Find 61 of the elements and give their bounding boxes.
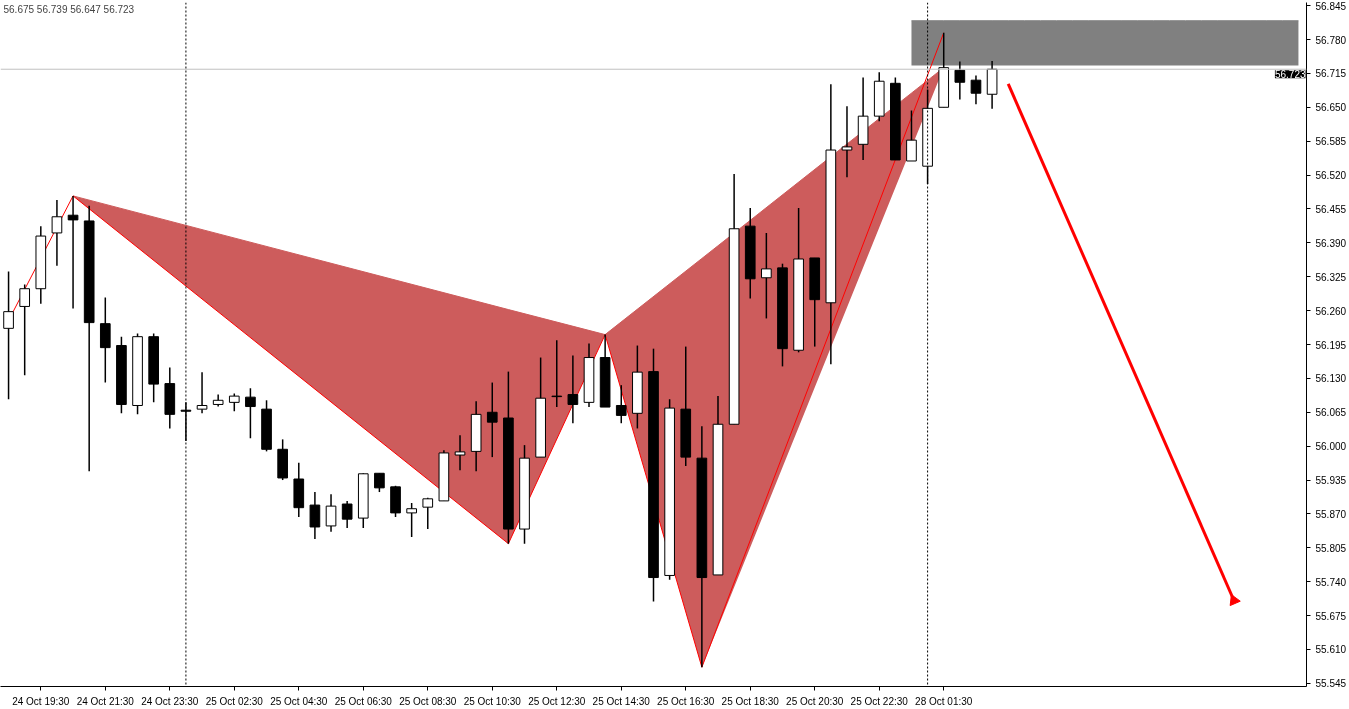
y-tick-label: 56.000: [1315, 441, 1347, 453]
y-tick-label: 56.520: [1315, 170, 1347, 182]
candlestick: [551, 339, 563, 408]
x-tick-label: 25 Oct 10:30: [463, 695, 522, 707]
annotation: 56.675 56.739 56.647 56.723: [3, 3, 135, 15]
y-tick-label: 55.805: [1315, 542, 1347, 554]
candlestick: [454, 434, 466, 471]
x-tick-label: 24 Oct 19:30: [12, 695, 70, 707]
x-tick-label: 25 Oct 04:30: [270, 695, 328, 707]
y-tick-label: 56.715: [1315, 68, 1347, 80]
x-tick-label: 28 Oct 01:30: [915, 695, 973, 707]
y-tick-label: 55.740: [1315, 576, 1347, 588]
x-tick-label: 24 Oct 21:30: [76, 695, 135, 707]
candlestick: [406, 502, 417, 538]
candlestick: [99, 296, 111, 384]
candlestick: [761, 232, 772, 320]
candlestick: [954, 60, 966, 101]
candlestick: [19, 283, 31, 377]
x-tick-label: 25 Oct 16:30: [657, 695, 715, 707]
y-tick-label: 55.675: [1315, 610, 1347, 622]
x-tick-label: 24 Oct 23:30: [141, 695, 199, 707]
y-tick-label: 56.650: [1315, 102, 1347, 114]
candlestick: [567, 354, 579, 424]
y-tick-label: 55.545: [1315, 678, 1347, 690]
x-tick-label: 25 Oct 14:30: [592, 695, 651, 707]
candlestick: [341, 500, 353, 529]
x-tick-label: 25 Oct 08:30: [399, 695, 457, 707]
y-tick-label: 56.065: [1315, 407, 1347, 419]
y-tick-label: 55.870: [1315, 508, 1347, 520]
candlestick: [3, 270, 14, 400]
y-tick-label: 56.845: [1315, 0, 1347, 12]
x-tick-label: 25 Oct 12:30: [528, 695, 586, 707]
x-tick-label: 25 Oct 22:30: [850, 695, 909, 707]
candlestick: [325, 493, 337, 533]
candlestick: [67, 195, 79, 310]
y-tick-label: 55.610: [1315, 644, 1347, 656]
y-tick-label: 56.325: [1315, 271, 1347, 283]
x-tick-label: 25 Oct 02:30: [205, 695, 264, 707]
y-tick-label: 56.780: [1315, 34, 1347, 46]
candlestick: [615, 384, 627, 424]
x-tick-label: 25 Oct 18:30: [721, 695, 780, 707]
y-tick-label: 56.130: [1315, 373, 1347, 385]
y-tick-label: 56.455: [1315, 203, 1347, 215]
y-tick-label: 56.585: [1315, 136, 1347, 148]
y-tick-label: 55.935: [1315, 475, 1347, 487]
x-tick-label: 25 Oct 06:30: [334, 695, 393, 707]
ref-line-label: 56.723: [1274, 69, 1306, 81]
candlestick: [245, 387, 256, 440]
candlestick: [374, 472, 385, 493]
candlestick: [841, 105, 853, 178]
candlestick: [196, 371, 208, 415]
candlestick: [486, 381, 498, 458]
candlestick: [970, 74, 982, 105]
y-tick-label: 56.195: [1315, 339, 1347, 351]
candlestick: [906, 109, 917, 162]
candlestick: [51, 199, 63, 267]
y-tick-label: 56.260: [1315, 305, 1347, 317]
candlestick: [422, 497, 434, 530]
y-tick-label: 56.390: [1315, 237, 1347, 249]
candlestick: [309, 491, 321, 540]
x-tick-label: 25 Oct 20:30: [786, 695, 844, 707]
